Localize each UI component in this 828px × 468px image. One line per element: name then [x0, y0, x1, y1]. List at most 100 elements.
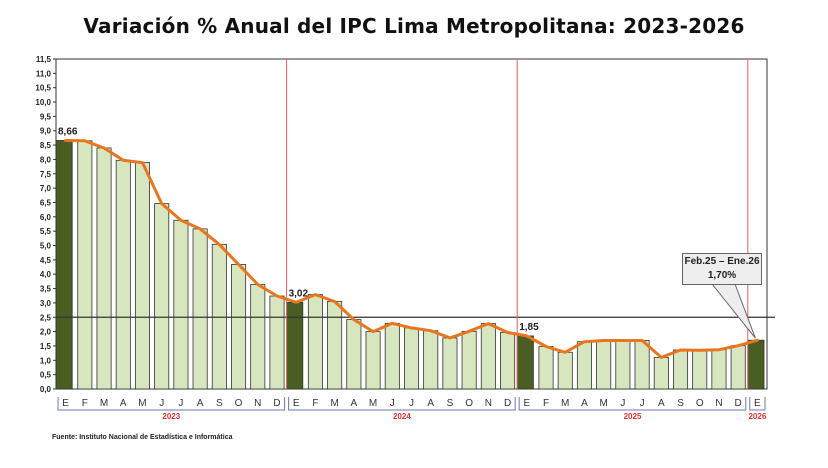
month-label: J: [159, 398, 164, 409]
bar: [423, 330, 439, 390]
y-tick-label: 3,5: [40, 285, 52, 294]
bar: [96, 147, 112, 390]
bar: [269, 295, 285, 390]
bar: [115, 159, 131, 390]
bar: [192, 228, 208, 390]
y-tick-label: 5,5: [40, 227, 52, 236]
month-label: M: [100, 398, 108, 409]
y-tick-label: 0,5: [40, 371, 52, 380]
bar: [134, 162, 150, 390]
bar: [307, 294, 323, 390]
month-label: O: [465, 398, 473, 409]
month-label: E: [62, 398, 69, 409]
y-tick-label: 7,5: [40, 170, 52, 179]
month-label: A: [120, 398, 127, 409]
bar: [747, 339, 765, 390]
month-label: M: [369, 398, 377, 409]
month-label: J: [640, 398, 645, 409]
y-tick-label: 11,5: [36, 55, 52, 64]
bar: [154, 203, 170, 390]
bar: [516, 335, 534, 390]
month-label: A: [351, 398, 358, 409]
year-label: 2026: [748, 412, 766, 421]
month-label: E: [523, 398, 530, 409]
month-label: M: [138, 398, 146, 409]
month-label: F: [543, 398, 549, 409]
y-tick-label: 4,0: [40, 270, 52, 279]
y-tick-label: 5,0: [40, 242, 52, 251]
bar: [346, 319, 362, 390]
y-tick-label: 9,5: [40, 112, 52, 121]
bar: [461, 330, 477, 390]
bar: [384, 322, 400, 390]
month-label: A: [658, 398, 665, 409]
month-label: M: [330, 398, 338, 409]
bar: [365, 331, 381, 390]
bar: [538, 346, 554, 390]
bar: [442, 337, 458, 390]
month-label: N: [715, 398, 722, 409]
month-label: S: [216, 398, 223, 409]
year-bracket: [749, 397, 766, 411]
bar: [711, 349, 727, 390]
y-tick-label: 8,0: [40, 155, 52, 164]
year-bracket: [288, 397, 516, 411]
source-note: Fuente: Instituto Nacional de Estadístic…: [52, 434, 233, 441]
y-tick-label: 1,0: [40, 356, 52, 365]
bar: [480, 323, 496, 390]
month-label: S: [447, 398, 454, 409]
bar: [634, 340, 650, 390]
bar: [576, 341, 592, 390]
bar: [327, 301, 343, 390]
month-label: J: [620, 398, 625, 409]
year-label: 2025: [624, 412, 642, 421]
data-label: 1,85: [519, 322, 539, 333]
y-tick-label: 11,0: [36, 69, 52, 78]
year-label: 2024: [393, 412, 411, 421]
bar: [730, 345, 746, 390]
month-label: D: [504, 398, 511, 409]
data-label: 8,66: [58, 126, 78, 137]
month-label: J: [178, 398, 183, 409]
month-label: J: [390, 398, 395, 409]
month-label: D: [735, 398, 742, 409]
bar: [231, 264, 247, 390]
month-label: M: [599, 398, 607, 409]
trend-line: [64, 139, 759, 359]
data-label: 3,02: [289, 288, 309, 299]
month-label: F: [312, 398, 318, 409]
year-bracket: [518, 397, 747, 411]
y-tick-label: 8,5: [40, 141, 52, 150]
month-label: S: [677, 398, 684, 409]
y-tick-label: 6,5: [40, 198, 52, 207]
year-bracket: [57, 397, 286, 411]
month-label: A: [197, 398, 204, 409]
callout-box: Feb.25 – Ene.26 1,70%: [682, 253, 762, 285]
month-label: N: [485, 398, 492, 409]
bar: [77, 140, 93, 390]
callout-value: 1,70%: [707, 270, 737, 281]
bar: [596, 340, 612, 390]
y-tick-label: 2,5: [40, 313, 52, 322]
month-label: D: [273, 398, 280, 409]
bar: [615, 340, 631, 390]
callout-period: Feb.25 – Ene.26: [684, 256, 760, 267]
month-label: A: [427, 398, 434, 409]
bar: [557, 351, 573, 390]
y-tick-label: 3,0: [40, 299, 52, 308]
y-tick-label: 9,0: [40, 127, 52, 136]
y-tick-label: 6,0: [40, 213, 52, 222]
y-tick-label: 1,5: [40, 342, 52, 351]
year-label: 2023: [162, 412, 180, 421]
y-tick-label: 0,0: [40, 385, 52, 394]
y-tick-label: 10,5: [35, 84, 51, 93]
bar: [55, 140, 73, 390]
month-label: O: [235, 398, 243, 409]
bar: [250, 284, 266, 390]
month-label: E: [293, 398, 300, 409]
month-label: A: [581, 398, 588, 409]
bar: [403, 327, 420, 390]
month-label: O: [696, 398, 704, 409]
bar: [673, 349, 689, 390]
